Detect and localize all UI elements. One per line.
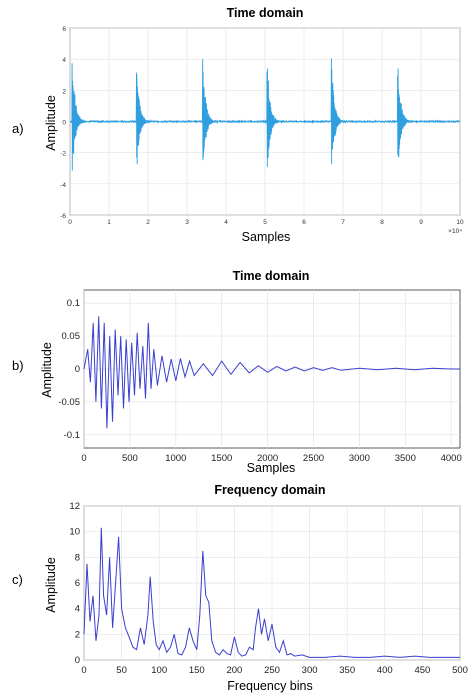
- panel-a-x-tick-label: 0: [68, 219, 72, 226]
- panel-c-x-tick-label: 0: [81, 665, 86, 676]
- panel-a-x-tick-label: 7: [341, 219, 345, 226]
- panel-c: c) Frequency domain Frequency bins Ampli…: [12, 483, 468, 693]
- panel-c-y-tick-label: 6: [75, 578, 80, 589]
- panel-a-y-tick-label: -4: [60, 182, 66, 189]
- panel-c-x-tick-label: 50: [116, 665, 127, 676]
- panel-b-y-tick-label: -0.1: [64, 430, 80, 441]
- panel-c-title: Frequency domain: [214, 483, 325, 497]
- panel-a-y-tick-label: 2: [62, 88, 66, 95]
- panel-b-ylabel: Amplitude: [40, 342, 54, 398]
- panel-b-series-line: [83, 316, 460, 429]
- panel-a-series-line: [69, 58, 461, 171]
- panel-b-y-tick-label: -0.05: [58, 397, 80, 408]
- panel-c-y-tick-label: 0: [75, 655, 80, 666]
- panel-a-y-tick-label: 6: [62, 26, 66, 33]
- panel-c-x-tick-label: 400: [377, 665, 393, 676]
- panel-b-x-tick-label: 1500: [211, 453, 232, 464]
- panel-c-ylabel: Amplitude: [44, 557, 58, 613]
- panel-a-xlabel: Samples: [242, 230, 291, 244]
- panel-b-x-tick-label: 2000: [257, 453, 278, 464]
- panel-b-plot: 0 500 1000 1500 2000 2500 3000 3500 4000 -0.1 -0.0…: [58, 289, 462, 464]
- panel-b: b) Time domain Samples Amplitude 0 500 100…: [12, 269, 462, 475]
- panel-c-x-tick-label: 150: [189, 665, 205, 676]
- panel-c-x-tick-label: 350: [339, 665, 355, 676]
- panel-b-title: Time domain: [233, 269, 310, 283]
- panel-a-x-tick-label: 9: [419, 219, 423, 226]
- panel-a-y-tick-label: -2: [60, 151, 66, 158]
- panel-c-x-tick-label: 500: [452, 665, 468, 676]
- panel-c-series-line: [83, 527, 460, 658]
- panel-c-xlabel: Frequency bins: [227, 679, 312, 693]
- panel-a-x-tick-label: 3: [185, 219, 189, 226]
- panel-b-y-tick-label: 0.05: [62, 331, 81, 342]
- panel-b-xlabel: Samples: [247, 461, 296, 475]
- panel-c-x-tick-label: 300: [302, 665, 318, 676]
- panel-a-y-tick-label: 4: [62, 57, 66, 64]
- panel-a-title: Time domain: [227, 6, 304, 20]
- panel-a-x-tick-label: 6: [302, 219, 306, 226]
- panel-b-x-tick-label: 3500: [395, 453, 416, 464]
- panel-a-x-tick-label: 5: [263, 219, 267, 226]
- panel-a-plot: 0 1 2 3 4 5 6 7 8 9 10 -6 -4 -2 0 2 4 6: [60, 26, 464, 226]
- panel-a-ylabel: Amplitude: [44, 95, 58, 151]
- panel-b-x-tick-label: 3000: [349, 453, 370, 464]
- panel-a-x-multiplier: ×10⁴: [448, 228, 462, 235]
- panel-b-x-tick-label: 500: [122, 453, 138, 464]
- panel-c-label: c): [12, 572, 23, 587]
- panel-c-x-tick-label: 450: [414, 665, 430, 676]
- panel-a-x-tick-label: 10: [456, 219, 464, 226]
- panel-c-plot: 0 50 100 150 200 250 300 350 400 450 500 0 2 4 6 8 10 12: [69, 501, 468, 676]
- panel-c-y-tick-label: 4: [75, 604, 80, 615]
- panel-c-y-tick-label: 2: [75, 629, 80, 640]
- panel-b-x-tick-label: 0: [81, 453, 86, 464]
- panel-b-label: b): [12, 358, 24, 373]
- panel-a-y-tick-label: 0: [62, 120, 66, 127]
- panel-a-x-tick-label: 1: [107, 219, 111, 226]
- panel-b-x-tick-label: 2500: [303, 453, 324, 464]
- panel-a: a) Time domain Samples Amplitude ×10⁴ 0 1…: [12, 6, 464, 244]
- panel-c-x-tick-label: 200: [226, 665, 242, 676]
- panel-b-x-tick-label: 1000: [165, 453, 186, 464]
- panel-b-y-tick-label: 0.1: [67, 298, 80, 309]
- panel-a-y-tick-label: -6: [60, 213, 66, 220]
- panel-a-label: a): [12, 121, 24, 136]
- panel-c-x-tick-label: 250: [264, 665, 280, 676]
- panel-c-y-tick-label: 8: [75, 552, 80, 563]
- panel-a-x-tick-label: 4: [224, 219, 228, 226]
- panel-c-y-tick-label: 12: [69, 501, 80, 512]
- panel-b-x-tick-label: 4000: [441, 453, 462, 464]
- panel-c-x-tick-label: 100: [151, 665, 167, 676]
- panel-c-y-tick-label: 10: [69, 527, 80, 538]
- panel-a-x-tick-label: 8: [380, 219, 384, 226]
- panel-b-y-tick-label: 0: [75, 364, 80, 375]
- panel-a-x-tick-label: 2: [146, 219, 150, 226]
